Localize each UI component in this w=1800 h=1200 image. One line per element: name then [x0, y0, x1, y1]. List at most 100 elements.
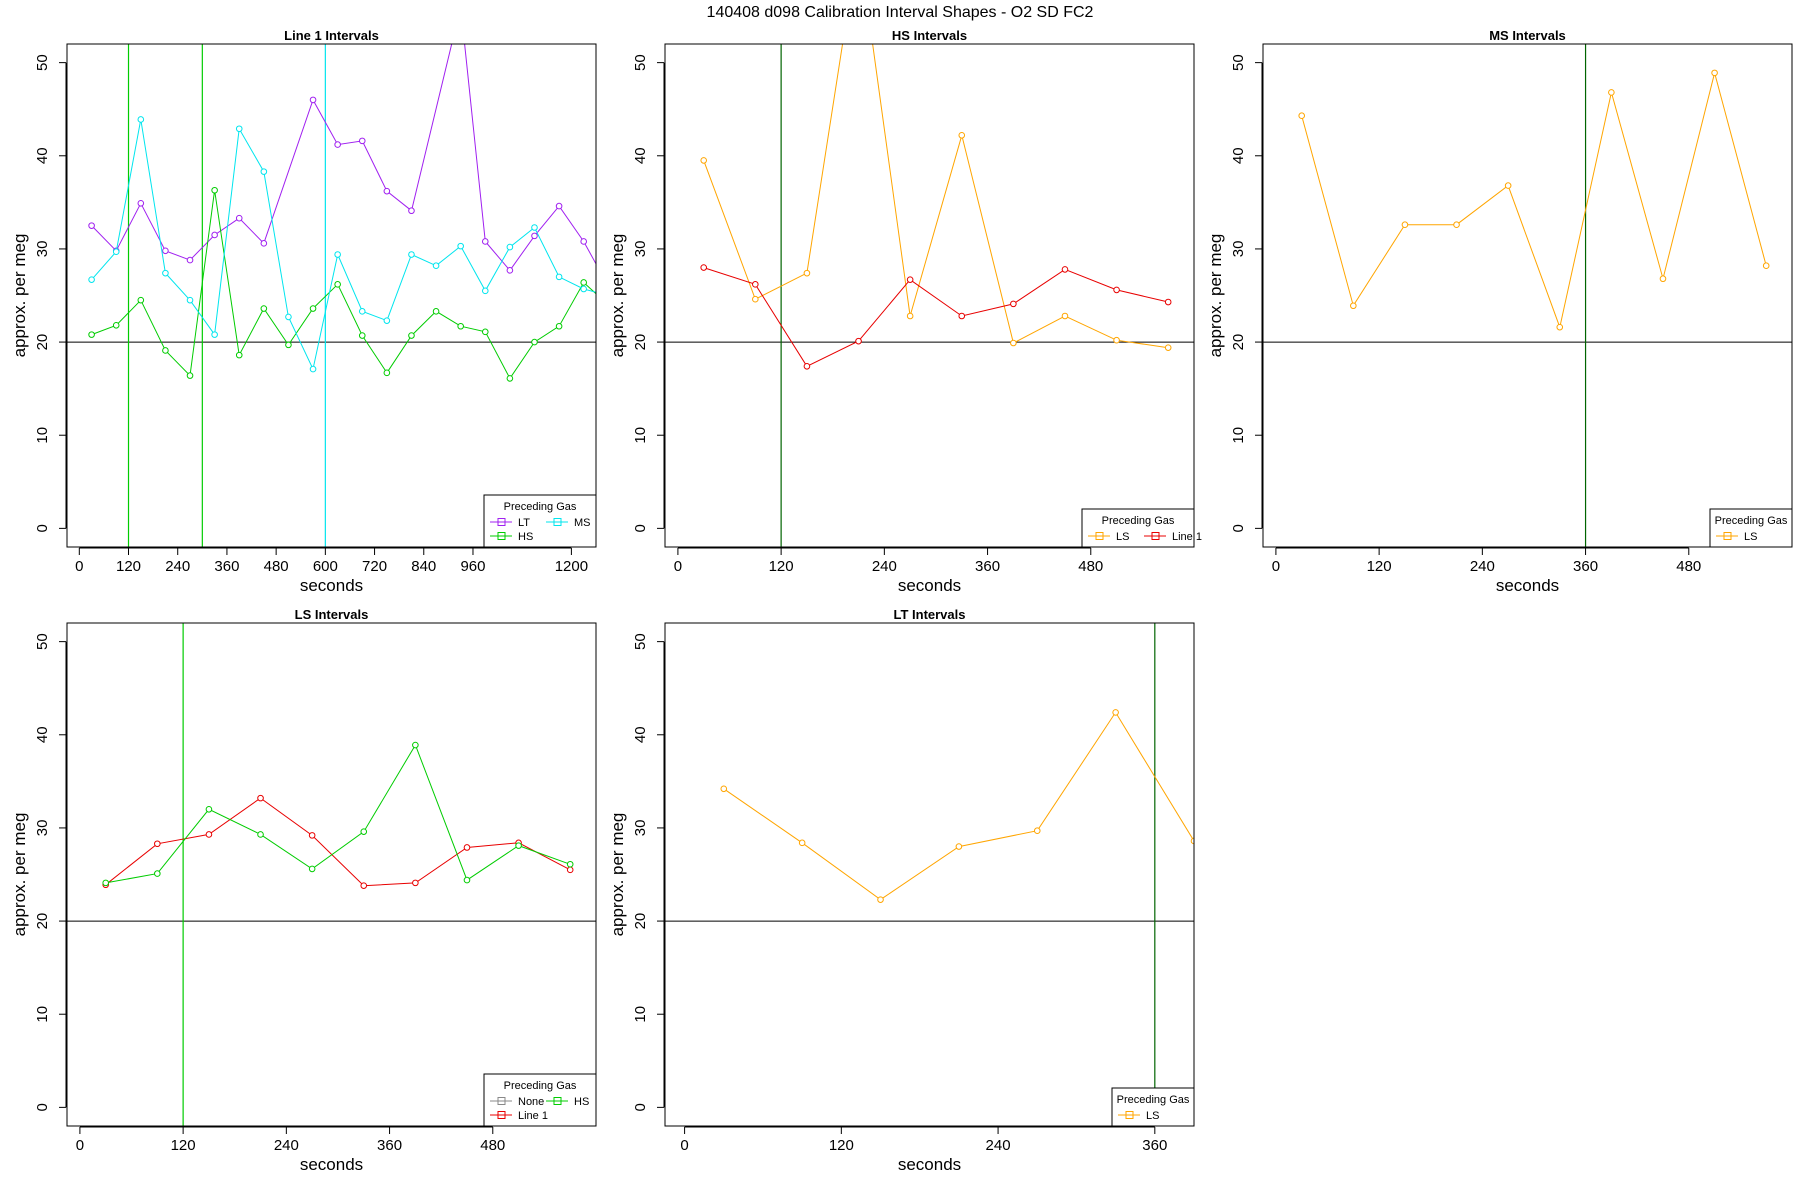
data-point: [186, 372, 194, 379]
data-point: [408, 332, 415, 339]
y-tick-label: 50: [1230, 54, 1247, 71]
data-point: [1762, 262, 1770, 269]
data-point: [1556, 323, 1564, 331]
data-point: [412, 879, 419, 887]
data-point: [383, 369, 391, 377]
data-point: [555, 273, 563, 281]
x-tick-label: 0: [76, 1137, 84, 1154]
data-point: [154, 870, 161, 877]
y-tick-label: 30: [34, 241, 51, 258]
data-point: [112, 322, 120, 329]
data-point: [257, 831, 264, 838]
data-point: [1608, 89, 1615, 96]
data-point: [955, 843, 963, 850]
legend-swatch-marker: [1151, 532, 1160, 540]
data-point: [463, 876, 471, 884]
legend-box: [1081, 508, 1195, 548]
y-tick-label: 40: [632, 726, 649, 743]
x-tick-label: 960: [460, 558, 485, 575]
data-point: [257, 794, 264, 802]
y-axis-label: approx. per meg: [1206, 234, 1225, 358]
plot-frame: [664, 43, 1195, 548]
y-tick-label: 50: [34, 633, 51, 650]
data-point: [803, 362, 811, 370]
y-tick-label: 0: [1230, 524, 1247, 532]
data-point: [1010, 339, 1017, 347]
data-point: [102, 879, 110, 887]
data-point: [580, 279, 587, 286]
data-point: [798, 839, 806, 847]
legend-entry-label: HS: [518, 531, 533, 543]
data-point: [1504, 182, 1512, 189]
y-tick-label: 0: [34, 1103, 51, 1111]
data-point: [1061, 312, 1069, 320]
plot-frame: [1262, 43, 1793, 548]
legend-swatch-marker: [1095, 532, 1104, 540]
data-point: [481, 328, 489, 336]
x-tick-label: 480: [1676, 558, 1701, 575]
data-point: [720, 785, 728, 793]
data-point: [137, 296, 145, 304]
data-point: [1113, 286, 1120, 294]
data-point: [211, 186, 218, 194]
data-point: [555, 202, 563, 210]
data-point: [235, 351, 243, 359]
x-axis-label: seconds: [898, 1155, 961, 1174]
x-tick-label: 480: [1078, 558, 1103, 575]
y-tick-label: 50: [632, 633, 649, 650]
data-point: [566, 860, 574, 868]
data-point: [412, 741, 419, 749]
data-point: [580, 285, 587, 293]
data-point: [186, 296, 194, 304]
legend: Preceding Gas LS Line 1: [1081, 508, 1202, 548]
legend-swatch-marker: [1723, 532, 1732, 540]
plot-area: [67, 44, 596, 547]
y-tick-label: 30: [632, 241, 649, 258]
x-tick-label: 240: [986, 1137, 1011, 1154]
data-point: [1711, 69, 1718, 77]
chart-panel-4: LT Intervals 0 120 240 360 0 10 20 30 40 50 seconds…: [608, 607, 1195, 1174]
legend-entry-label: Line 1: [1172, 531, 1202, 543]
data-point: [1453, 221, 1460, 229]
legend-entry-label: LS: [1146, 1110, 1159, 1122]
legend-box: [483, 494, 597, 548]
x-tick-label: 480: [480, 1137, 505, 1154]
x-tick-label: 120: [769, 558, 794, 575]
data-point: [358, 308, 366, 315]
data-point: [260, 168, 268, 175]
data-point: [137, 116, 145, 123]
y-axis-label: approx. per meg: [608, 234, 627, 358]
x-tick-label: 360: [1573, 558, 1598, 575]
legend-entry-label: None: [518, 1096, 544, 1108]
data-point: [358, 137, 366, 145]
series-line-ls: [723, 711, 1194, 901]
chart-panel-0: Line 1 Intervals 0 120 240 360 480 600 720 840 96…: [10, 28, 597, 595]
data-point: [803, 269, 811, 277]
data-point: [260, 240, 268, 247]
plot-area: [665, 623, 1194, 1126]
data-point: [531, 232, 538, 240]
data-point: [1112, 709, 1119, 716]
data-point: [383, 317, 391, 324]
plot-area: [665, 44, 1194, 547]
data-point: [408, 251, 415, 258]
y-tick-label: 40: [34, 726, 51, 743]
y-tick-label: 20: [632, 913, 649, 930]
data-point: [463, 844, 471, 851]
data-point: [383, 187, 391, 195]
x-tick-label: 120: [116, 558, 141, 575]
data-point: [308, 865, 316, 873]
data-point: [457, 322, 464, 330]
data-point: [334, 281, 341, 288]
panel-title: LS Intervals: [295, 607, 369, 622]
legend-entry-label: LS: [1744, 531, 1757, 543]
data-point: [1033, 827, 1041, 835]
data-point: [154, 840, 161, 848]
series-line-ms: [91, 119, 596, 371]
data-point: [1010, 300, 1017, 308]
x-axis-label: seconds: [1496, 576, 1559, 595]
data-point: [309, 365, 317, 373]
series-line-hs: [105, 743, 571, 884]
x-tick-label: 240: [165, 558, 190, 575]
data-point: [877, 896, 884, 903]
